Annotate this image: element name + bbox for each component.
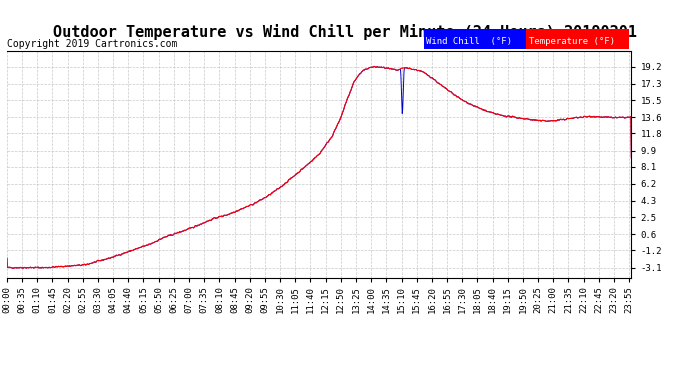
Text: Copyright 2019 Cartronics.com: Copyright 2019 Cartronics.com: [7, 39, 177, 50]
Text: Outdoor Temperature vs Wind Chill per Minute (24 Hours) 20190201: Outdoor Temperature vs Wind Chill per Mi…: [53, 24, 637, 40]
Text: Temperature (°F): Temperature (°F): [529, 37, 615, 46]
Text: Wind Chill  (°F): Wind Chill (°F): [426, 37, 513, 46]
